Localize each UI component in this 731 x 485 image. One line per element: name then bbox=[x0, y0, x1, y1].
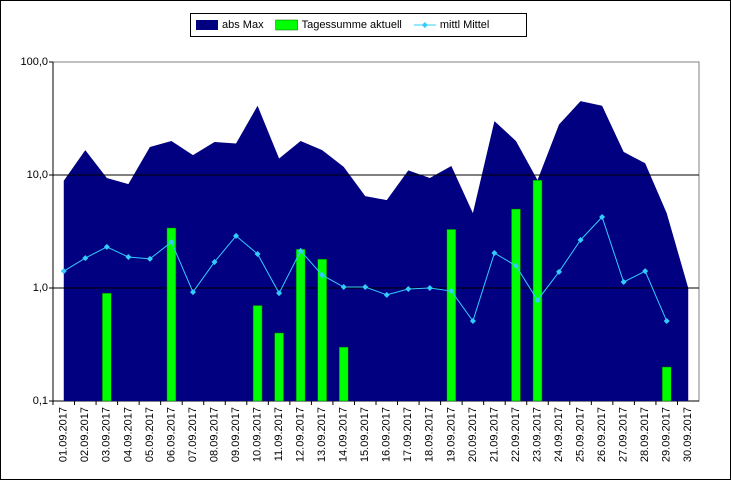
bar bbox=[252, 305, 263, 402]
bar bbox=[338, 346, 349, 402]
marker bbox=[60, 268, 67, 275]
legend-swatch bbox=[275, 19, 298, 31]
marker bbox=[491, 250, 498, 257]
marker bbox=[448, 288, 455, 295]
x-tick-label: 07.09.2017 bbox=[187, 407, 199, 462]
x-tick-label: 26.09.2017 bbox=[596, 407, 608, 462]
bar bbox=[532, 179, 543, 402]
marker bbox=[319, 272, 326, 279]
x-tick-label: 12.09.2017 bbox=[295, 407, 307, 462]
x-tick-label: 08.09.2017 bbox=[208, 407, 220, 462]
bar bbox=[166, 227, 177, 402]
bar bbox=[102, 292, 112, 402]
marker bbox=[233, 232, 240, 239]
marker bbox=[383, 291, 390, 298]
x-tick-label: 27.09.2017 bbox=[618, 407, 630, 462]
y-tick-label: 10,0 bbox=[27, 169, 48, 181]
x-tick-label: 01.09.2017 bbox=[58, 407, 70, 462]
marker bbox=[642, 268, 649, 275]
x-tick-label: 05.09.2017 bbox=[144, 407, 156, 462]
marker bbox=[189, 289, 196, 296]
marker bbox=[340, 284, 347, 291]
marker bbox=[103, 243, 110, 250]
marker bbox=[168, 239, 175, 246]
y-tick-label: 0,1 bbox=[33, 395, 48, 407]
marker bbox=[512, 262, 519, 269]
bar bbox=[661, 366, 672, 402]
x-tick-label: 02.09.2017 bbox=[79, 407, 91, 462]
marker bbox=[82, 255, 89, 262]
marker bbox=[146, 255, 153, 262]
x-tick-label: 20.09.2017 bbox=[467, 407, 479, 462]
y-tick-label: 100,0 bbox=[20, 56, 48, 68]
x-tick-label: 10.09.2017 bbox=[251, 407, 263, 462]
x-tick-label: 03.09.2017 bbox=[101, 407, 113, 462]
x-tick-label: 21.09.2017 bbox=[488, 407, 500, 462]
x-tick-label: 30.09.2017 bbox=[682, 407, 694, 462]
marker bbox=[211, 258, 218, 265]
marker bbox=[534, 297, 541, 304]
x-tick-label: 14.09.2017 bbox=[338, 407, 350, 462]
x-tick-label: 13.09.2017 bbox=[316, 407, 328, 462]
x-tick-label: 29.09.2017 bbox=[661, 407, 673, 462]
marker bbox=[663, 318, 670, 325]
legend-label: mittl Mittel bbox=[440, 19, 490, 31]
bar bbox=[317, 258, 327, 402]
marker bbox=[254, 250, 261, 257]
marker bbox=[276, 290, 283, 297]
marker bbox=[599, 213, 606, 220]
x-tick-label: 22.09.2017 bbox=[510, 407, 522, 462]
bar bbox=[295, 249, 306, 402]
x-tick-label: 15.09.2017 bbox=[359, 407, 371, 462]
legend-label: Tagessumme aktuell bbox=[302, 19, 402, 31]
x-tick-label: 06.09.2017 bbox=[165, 407, 177, 462]
x-tick-label: 17.09.2017 bbox=[402, 407, 414, 462]
legend-marker bbox=[421, 22, 428, 28]
x-tick-label: 19.09.2017 bbox=[445, 407, 457, 462]
x-tick-label: 24.09.2017 bbox=[553, 407, 565, 462]
y-tick-label: 1,0 bbox=[33, 282, 48, 294]
x-tick-label: 16.09.2017 bbox=[381, 407, 393, 462]
x-tick-label: 11.09.2017 bbox=[273, 407, 285, 461]
legend-swatch bbox=[196, 20, 218, 30]
x-tick-label: 25.09.2017 bbox=[574, 407, 586, 462]
marker bbox=[426, 285, 433, 291]
bar bbox=[274, 332, 284, 402]
marker bbox=[469, 318, 476, 325]
x-tick-label: 09.09.2017 bbox=[230, 407, 242, 462]
marker bbox=[297, 247, 304, 254]
marker bbox=[620, 279, 627, 286]
x-tick-label: 23.09.2017 bbox=[531, 407, 543, 462]
bar bbox=[511, 208, 521, 402]
x-tick-label: 18.09.2017 bbox=[424, 407, 436, 462]
x-tick-label: 04.09.2017 bbox=[122, 407, 134, 462]
marker bbox=[405, 285, 412, 292]
marker bbox=[125, 254, 132, 261]
marker bbox=[577, 236, 584, 243]
legend-box bbox=[190, 13, 527, 37]
marker bbox=[556, 268, 563, 275]
bar bbox=[446, 229, 457, 402]
marker bbox=[362, 284, 369, 291]
x-tick-label: 28.09.2017 bbox=[639, 407, 651, 462]
area bbox=[63, 101, 689, 402]
legend-label: abs Max bbox=[222, 19, 264, 31]
